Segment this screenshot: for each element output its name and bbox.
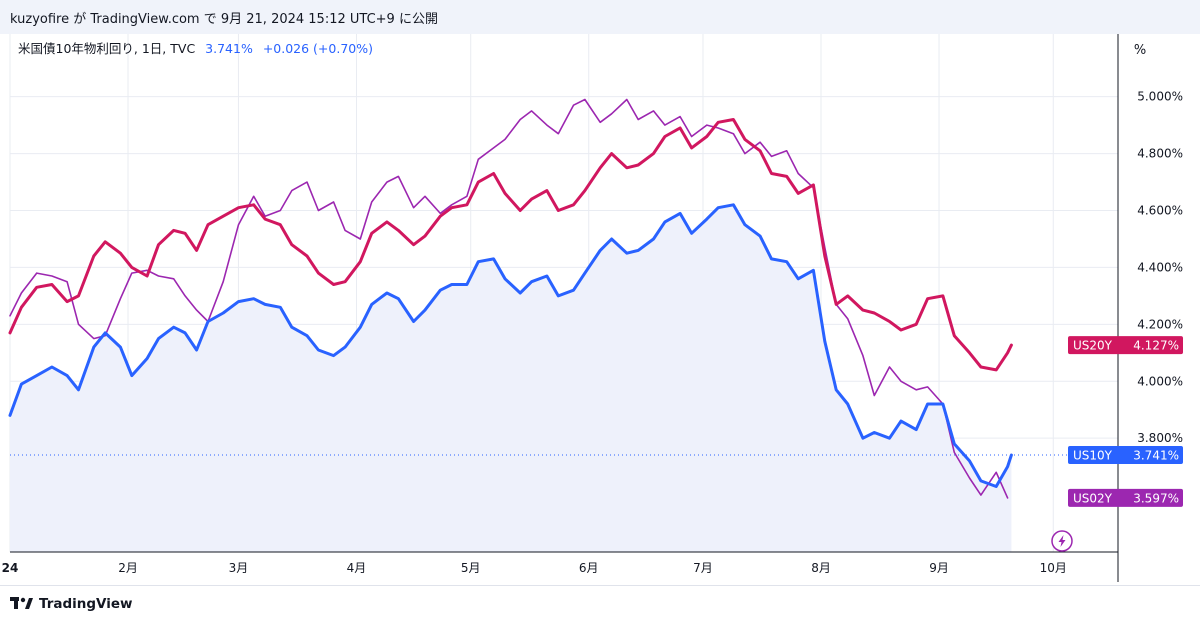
x-tick-label: 10月 [1040, 561, 1067, 575]
legend-last-value: 3.741% [205, 41, 253, 56]
y-tick-label: 4.200% [1137, 317, 1183, 331]
series-last-value: 3.597% [1133, 491, 1179, 505]
price-label-bg [1068, 445, 1183, 464]
publish-line: kuzyofire が TradingView.com で 9月 21, 202… [10, 12, 438, 27]
chart-frame[interactable]: 3.800% 4.000% 4.200% 4.400% 4.600% 4.800% 5.00… [0, 34, 1200, 585]
series-name-label: US02Y [1073, 491, 1113, 505]
scale-unit-button[interactable]: % [1133, 43, 1147, 58]
lightning-icon[interactable] [1051, 530, 1073, 552]
series-last-value: 4.127% [1133, 339, 1179, 353]
x-tick-label: 5月 [461, 561, 481, 575]
series-name-label: US10Y [1073, 448, 1113, 462]
y-tick-label: 4.000% [1137, 374, 1183, 388]
us10y-area [10, 204, 1012, 553]
y-tick-label: 3.800% [1137, 431, 1183, 445]
publish-bar: kuzyofire が TradingView.com で 9月 21, 202… [0, 0, 1200, 35]
tradingview-logo-icon [10, 597, 33, 609]
series-lines [8, 98, 1013, 499]
series-name-label: US20Y [1073, 339, 1113, 353]
price-label-bg [1068, 488, 1183, 507]
chart-legend: 米国債10年物利回り, 1日, TVC 3.741% +0.026 (+0.70… [18, 38, 373, 57]
area-fill [10, 204, 1012, 553]
x-tick-label: 7月 [693, 561, 713, 575]
x-tick-label: 8月 [811, 561, 831, 575]
x-tick-label: 4月 [347, 561, 367, 575]
legend-change: +0.026 (+0.70%) [262, 41, 373, 56]
price-label-us02y: US02Y 3.597% [1068, 488, 1183, 507]
price-label-us20y: US20Y 4.127% [1068, 336, 1183, 355]
brand-name: TradingView [39, 596, 133, 612]
y-tick-label: 4.600% [1137, 204, 1183, 218]
series-line-us20y [8, 118, 1013, 372]
y-tick-label: 4.800% [1137, 147, 1183, 161]
series-line-us02y [9, 98, 1009, 499]
footer [0, 585, 1200, 624]
x-tick-label: 24 [2, 561, 19, 575]
y-tick-label: 4.400% [1137, 260, 1183, 274]
x-tick-label: 2月 [118, 561, 138, 575]
price-labels: US02Y 3.597% US10Y 3.741% US20Y 4.127% [1068, 336, 1183, 507]
x-tick-label: 9月 [929, 561, 949, 575]
series-last-value: 3.741% [1133, 448, 1179, 462]
tradingview-logo[interactable]: TradingView [10, 596, 133, 612]
x-tick-label: 6月 [579, 561, 599, 575]
y-tick-label: 5.000% [1137, 90, 1183, 104]
yield-chart[interactable]: 3.800% 4.000% 4.200% 4.400% 4.600% 4.800% 5.00… [0, 34, 1200, 585]
series-line-us10y [8, 203, 1013, 488]
legend-symbol: 米国債10年物利回り, 1日, TVC [18, 41, 196, 56]
price-label-bg [1068, 336, 1183, 355]
price-label-us10y: US10Y 3.741% [1068, 445, 1183, 464]
x-tick-label: 3月 [229, 561, 249, 575]
axes: 3.800% 4.000% 4.200% 4.400% 4.600% 4.800% 5.00… [2, 34, 1183, 582]
